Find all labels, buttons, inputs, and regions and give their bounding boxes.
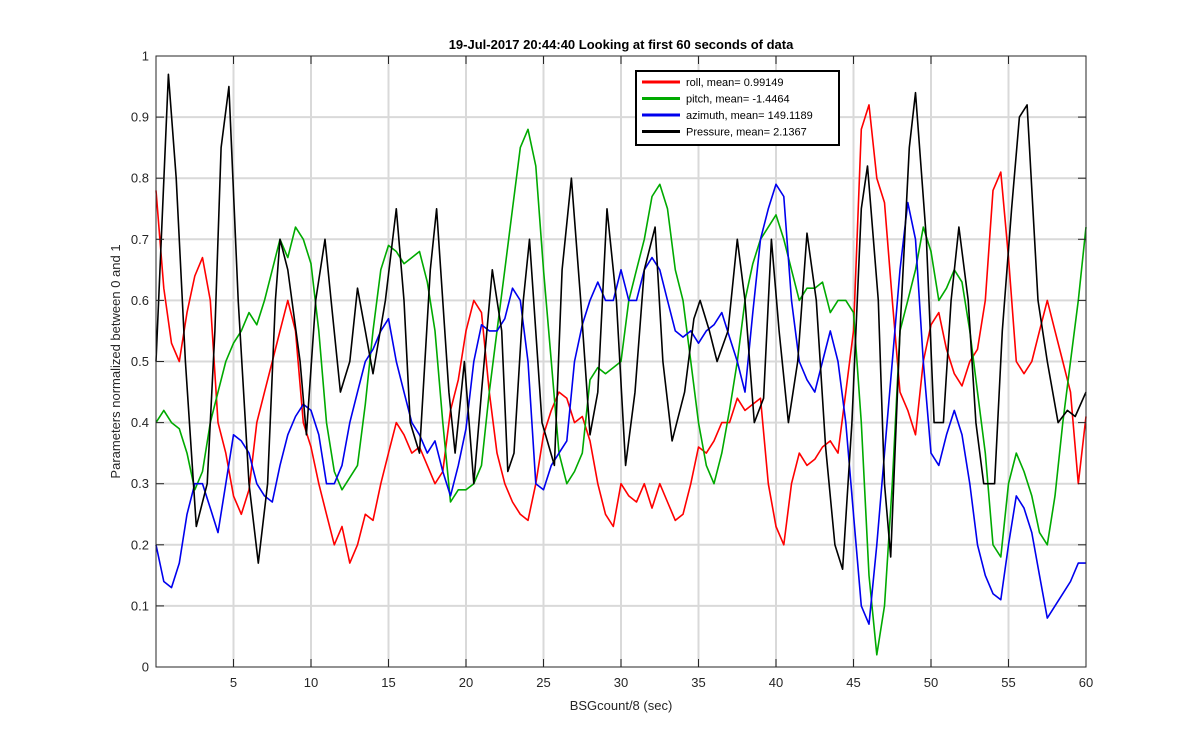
y-tick-label: 0.2 [131, 537, 149, 552]
legend-label-1: pitch, mean= -1.4464 [686, 94, 790, 106]
x-tick-label: 60 [1079, 675, 1093, 690]
x-tick-labels: 5 10 15 20 25 30 35 40 45 50 55 60 [230, 675, 1093, 690]
y-tick-label: 0.6 [131, 293, 149, 308]
series-line-1 [155, 128, 1087, 656]
y-tick-label: 0.7 [131, 232, 149, 247]
x-tick-label: 10 [304, 675, 318, 690]
y-axis-label: Parameters normalized between 0 and 1 [108, 244, 123, 478]
legend-label-2: azimuth, mean= 149.1189 [686, 110, 813, 122]
x-tick-label: 50 [924, 675, 938, 690]
x-tick-label: 40 [769, 675, 783, 690]
tick-marks [156, 55, 1087, 668]
y-tick-label: 0.9 [131, 110, 149, 125]
x-tick-label: 5 [230, 675, 237, 690]
legend: roll, mean= 0.99149 pitch, mean= -1.4464 a… [635, 70, 840, 146]
x-tick-label: 30 [614, 675, 628, 690]
y-tick-labels: 0 0.1 0.2 0.3 0.4 0.5 0.6 0.7 0.8 0.9 1 [131, 49, 149, 675]
series-line-3 [155, 73, 1087, 571]
x-tick-label: 25 [536, 675, 550, 690]
y-tick-label: 1 [142, 49, 149, 64]
series-layer [155, 73, 1087, 656]
x-tick-label: 35 [691, 675, 705, 690]
y-tick-label: 0.3 [131, 476, 149, 491]
x-tick-label: 55 [1001, 675, 1015, 690]
series-line-2 [155, 183, 1086, 626]
y-tick-label: 0.4 [131, 415, 149, 430]
y-tick-label: 0 [142, 660, 149, 675]
y-tick-label: 0.1 [131, 598, 149, 613]
x-axis-label: BSGcount/8 (sec) [570, 698, 673, 713]
y-tick-label: 0.8 [131, 171, 149, 186]
series-line-0 [155, 104, 1087, 564]
legend-label-0: roll, mean= 0.99149 [686, 77, 784, 89]
y-tick-label: 0.5 [131, 354, 149, 369]
x-tick-label: 45 [846, 675, 860, 690]
chart-title: 19-Jul-2017 20:44:40 Looking at first 60… [449, 37, 794, 52]
legend-label-3: Pressure, mean= 2.1367 [686, 127, 807, 139]
x-tick-label: 20 [459, 675, 473, 690]
x-tick-label: 15 [381, 675, 395, 690]
